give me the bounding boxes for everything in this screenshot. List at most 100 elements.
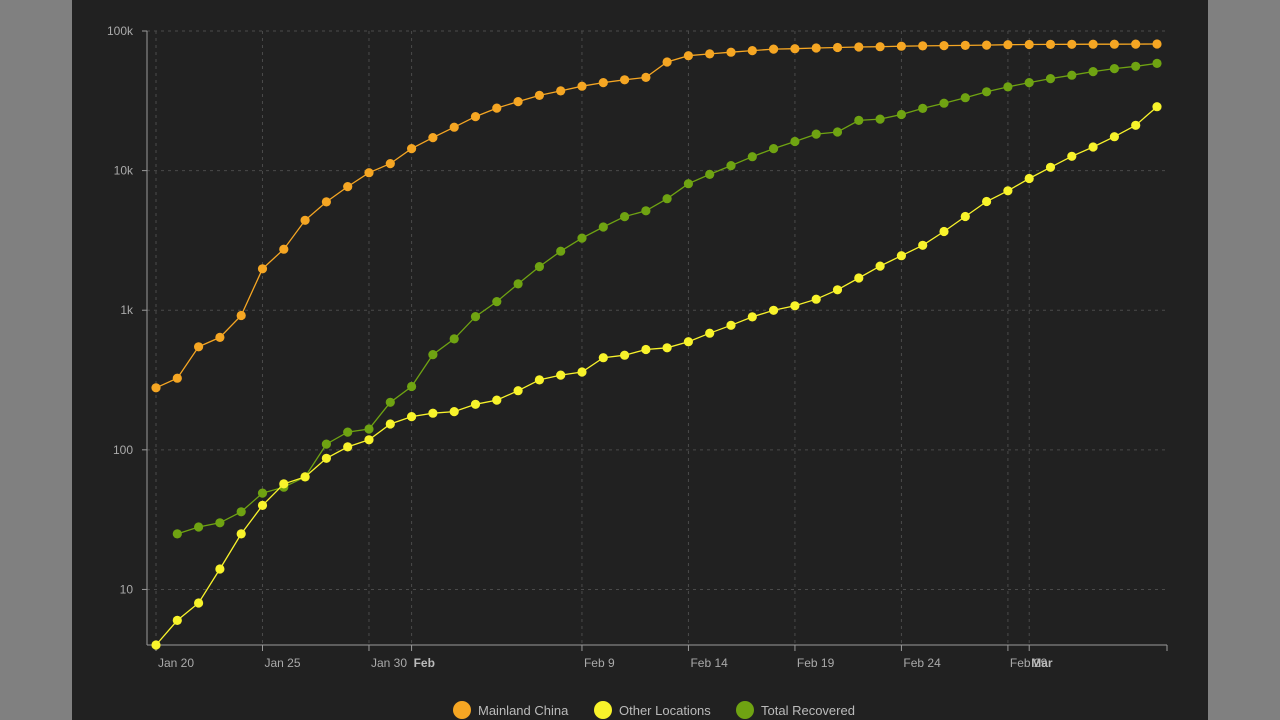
data-point[interactable] bbox=[151, 383, 161, 393]
data-point[interactable] bbox=[194, 598, 204, 608]
data-point[interactable] bbox=[747, 152, 757, 162]
data-point[interactable] bbox=[1024, 39, 1034, 50]
data-point[interactable] bbox=[662, 194, 672, 204]
data-point[interactable] bbox=[385, 159, 395, 169]
data-point[interactable] bbox=[470, 112, 481, 122]
data-point[interactable] bbox=[705, 169, 715, 179]
data-point[interactable] bbox=[194, 342, 204, 352]
data-point[interactable] bbox=[215, 564, 225, 574]
data-point[interactable] bbox=[300, 472, 310, 482]
data-point[interactable] bbox=[875, 114, 885, 124]
data-point[interactable] bbox=[279, 244, 289, 254]
data-point[interactable] bbox=[151, 640, 161, 650]
data-point[interactable] bbox=[854, 42, 864, 52]
data-point[interactable] bbox=[1131, 61, 1141, 71]
data-point[interactable] bbox=[832, 127, 843, 137]
data-point[interactable] bbox=[1045, 39, 1056, 50]
data-point[interactable] bbox=[556, 86, 566, 96]
data-point[interactable] bbox=[257, 264, 268, 274]
data-point[interactable] bbox=[790, 301, 800, 311]
data-point[interactable] bbox=[747, 46, 757, 56]
data-point[interactable] bbox=[1045, 74, 1056, 84]
data-point[interactable] bbox=[939, 98, 949, 108]
data-point[interactable] bbox=[960, 40, 970, 51]
data-point[interactable] bbox=[982, 196, 992, 207]
data-point[interactable] bbox=[577, 81, 587, 91]
data-point[interactable] bbox=[364, 168, 374, 178]
data-point[interactable] bbox=[534, 262, 544, 272]
data-point[interactable] bbox=[1109, 64, 1119, 74]
data-point[interactable] bbox=[1152, 58, 1162, 68]
data-point[interactable] bbox=[662, 343, 672, 353]
data-point[interactable] bbox=[449, 334, 459, 344]
data-point[interactable] bbox=[705, 328, 715, 338]
data-point[interactable] bbox=[1067, 70, 1077, 80]
data-point[interactable] bbox=[428, 133, 438, 143]
data-point[interactable] bbox=[598, 222, 608, 232]
data-point[interactable] bbox=[1088, 142, 1098, 152]
data-point[interactable] bbox=[1003, 82, 1013, 92]
data-point[interactable] bbox=[896, 41, 907, 51]
data-point[interactable] bbox=[726, 161, 736, 171]
data-point[interactable] bbox=[1045, 162, 1056, 172]
data-point[interactable] bbox=[407, 381, 417, 392]
data-point[interactable] bbox=[449, 407, 459, 417]
data-point[interactable] bbox=[279, 479, 289, 489]
data-point[interactable] bbox=[705, 49, 715, 59]
data-point[interactable] bbox=[982, 40, 992, 50]
data-point[interactable] bbox=[769, 44, 779, 54]
data-point[interactable] bbox=[726, 320, 736, 330]
data-point[interactable] bbox=[769, 305, 779, 315]
data-point[interactable] bbox=[513, 386, 523, 396]
data-point[interactable] bbox=[1088, 39, 1098, 49]
data-point[interactable] bbox=[662, 57, 672, 67]
data-point[interactable] bbox=[407, 144, 417, 154]
data-point[interactable] bbox=[492, 395, 502, 405]
data-point[interactable] bbox=[449, 122, 459, 132]
data-point[interactable] bbox=[236, 507, 246, 517]
data-point[interactable] bbox=[385, 397, 395, 407]
data-point[interactable] bbox=[470, 399, 481, 409]
data-point[interactable] bbox=[620, 75, 630, 85]
data-point[interactable] bbox=[960, 93, 970, 103]
data-point[interactable] bbox=[1152, 102, 1162, 112]
data-point[interactable] bbox=[960, 211, 970, 222]
data-point[interactable] bbox=[620, 212, 630, 222]
data-point[interactable] bbox=[790, 136, 800, 147]
legend-item[interactable]: Total Recovered bbox=[736, 701, 855, 719]
data-point[interactable] bbox=[1109, 132, 1119, 142]
data-point[interactable] bbox=[1024, 78, 1034, 88]
data-point[interactable] bbox=[428, 408, 438, 418]
data-point[interactable] bbox=[321, 439, 331, 449]
data-point[interactable] bbox=[832, 285, 843, 295]
data-point[interactable] bbox=[641, 206, 651, 216]
data-point[interactable] bbox=[407, 412, 417, 422]
data-point[interactable] bbox=[918, 103, 928, 113]
data-point[interactable] bbox=[1109, 39, 1119, 49]
data-point[interactable] bbox=[343, 427, 353, 437]
data-point[interactable] bbox=[1088, 67, 1098, 77]
data-point[interactable] bbox=[620, 350, 630, 360]
data-point[interactable] bbox=[428, 350, 438, 360]
data-point[interactable] bbox=[364, 435, 374, 445]
data-point[interactable] bbox=[918, 240, 928, 250]
data-point[interactable] bbox=[1003, 186, 1013, 196]
data-point[interactable] bbox=[769, 144, 779, 154]
data-point[interactable] bbox=[683, 51, 694, 61]
data-point[interactable] bbox=[513, 279, 523, 289]
data-point[interactable] bbox=[1067, 39, 1077, 49]
data-point[interactable] bbox=[236, 310, 246, 321]
data-point[interactable] bbox=[641, 344, 651, 355]
data-point[interactable] bbox=[343, 182, 353, 192]
data-point[interactable] bbox=[172, 373, 182, 383]
data-point[interactable] bbox=[854, 273, 864, 283]
data-point[interactable] bbox=[236, 529, 246, 539]
data-point[interactable] bbox=[321, 453, 331, 463]
data-point[interactable] bbox=[364, 424, 374, 434]
data-point[interactable] bbox=[747, 312, 757, 322]
data-point[interactable] bbox=[939, 226, 949, 237]
data-point[interactable] bbox=[1024, 173, 1034, 184]
data-point[interactable] bbox=[1152, 39, 1162, 49]
data-point[interactable] bbox=[300, 215, 310, 225]
legend-item[interactable]: Other Locations bbox=[594, 701, 711, 719]
